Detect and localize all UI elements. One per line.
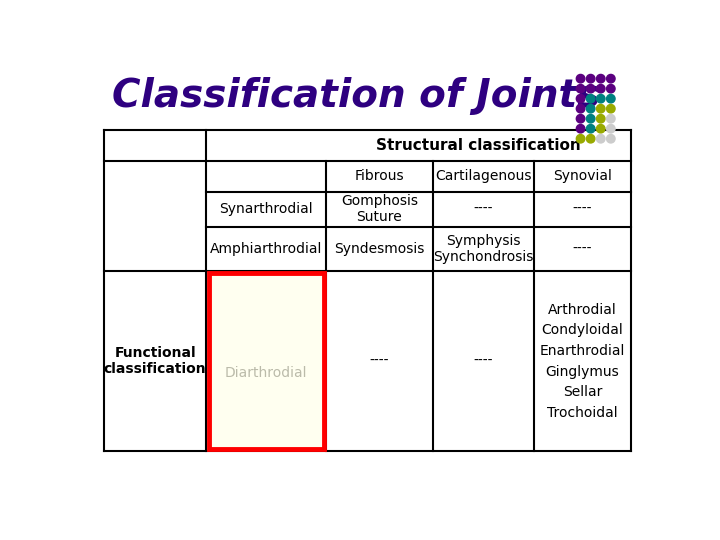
Text: Amphiarthrodial: Amphiarthrodial — [210, 242, 323, 256]
Text: Structural classification: Structural classification — [377, 138, 581, 153]
Circle shape — [606, 104, 615, 113]
Circle shape — [596, 94, 605, 103]
Text: Gomphosis
Suture: Gomphosis Suture — [341, 194, 418, 224]
Circle shape — [606, 125, 615, 133]
Circle shape — [586, 94, 595, 103]
Circle shape — [576, 134, 585, 143]
Text: Synovial: Synovial — [553, 170, 612, 184]
Text: ----: ---- — [474, 354, 493, 368]
Circle shape — [576, 94, 585, 103]
Circle shape — [586, 104, 595, 113]
Circle shape — [606, 134, 615, 143]
Circle shape — [606, 75, 615, 83]
Circle shape — [586, 114, 595, 123]
Circle shape — [576, 114, 585, 123]
Text: ----: ---- — [573, 242, 593, 256]
Text: Diarthrodial: Diarthrodial — [225, 366, 307, 380]
Circle shape — [606, 94, 615, 103]
Circle shape — [586, 84, 595, 93]
Circle shape — [576, 125, 585, 133]
Text: Classification of Joints: Classification of Joints — [112, 77, 600, 114]
Text: ----: ---- — [474, 202, 493, 216]
Circle shape — [606, 114, 615, 123]
Circle shape — [596, 84, 605, 93]
Circle shape — [596, 134, 605, 143]
Text: Syndesmosis: Syndesmosis — [334, 242, 425, 256]
Circle shape — [586, 134, 595, 143]
Circle shape — [596, 114, 605, 123]
Text: ----: ---- — [573, 202, 593, 216]
Bar — [209, 273, 324, 449]
Text: Cartilagenous: Cartilagenous — [435, 170, 531, 184]
Circle shape — [586, 125, 595, 133]
Text: Symphysis
Synchondrosis: Symphysis Synchondrosis — [433, 234, 534, 264]
Circle shape — [596, 75, 605, 83]
Text: Fibrous: Fibrous — [355, 170, 404, 184]
Text: Functional
classification: Functional classification — [104, 346, 207, 376]
Circle shape — [606, 84, 615, 93]
Circle shape — [576, 75, 585, 83]
Text: Arthrodial
Condyloidal
Enarthrodial
Ginglymus
Sellar
Trochoidal: Arthrodial Condyloidal Enarthrodial Ging… — [540, 303, 625, 420]
Text: ----: ---- — [369, 354, 390, 368]
Circle shape — [596, 104, 605, 113]
Text: Synarthrodial: Synarthrodial — [220, 202, 313, 216]
Circle shape — [576, 84, 585, 93]
Circle shape — [586, 75, 595, 83]
Circle shape — [576, 104, 585, 113]
Circle shape — [596, 125, 605, 133]
